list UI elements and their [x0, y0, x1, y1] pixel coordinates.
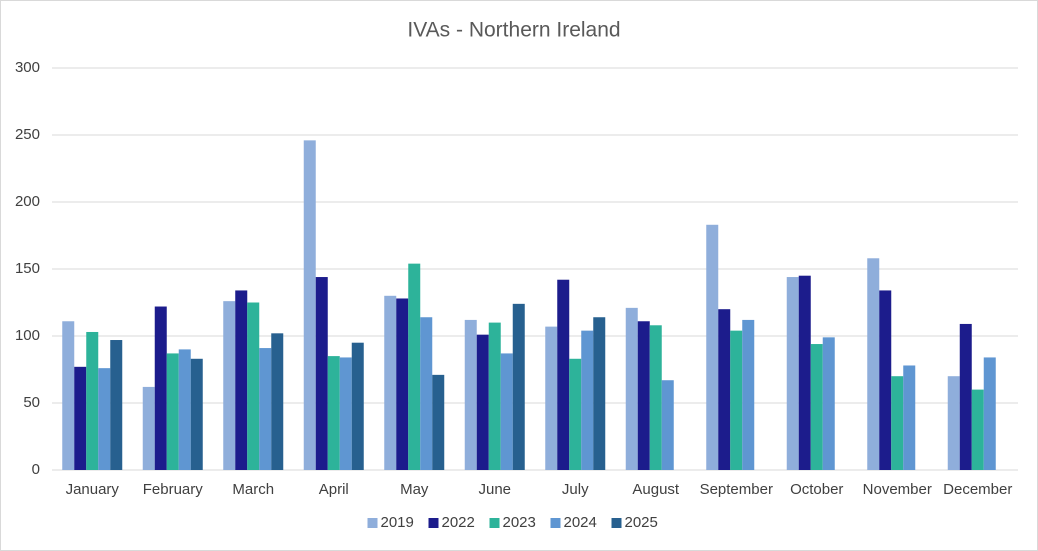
chart-title: IVAs - Northern Ireland: [407, 19, 620, 42]
bar: [178, 349, 191, 470]
bar: [154, 306, 167, 470]
x-tick-label: September: [700, 481, 773, 498]
legend-label: 2024: [564, 514, 597, 531]
bar: [786, 277, 799, 470]
x-tick-label: June: [478, 481, 511, 498]
y-tick-label: 0: [32, 461, 40, 478]
legend-label: 2022: [442, 514, 475, 531]
bar: [235, 290, 248, 470]
x-tick-label: April: [319, 481, 349, 498]
x-tick-label: July: [562, 481, 589, 498]
x-tick-label: December: [943, 481, 1012, 498]
bar: [476, 334, 489, 470]
legend-label: 2023: [503, 514, 536, 531]
bar: [488, 322, 501, 470]
bar: [593, 317, 606, 470]
bar: [464, 319, 477, 470]
bar: [867, 258, 880, 470]
x-tick-label: August: [632, 481, 680, 498]
bar: [706, 224, 719, 470]
legend-swatch: [428, 518, 439, 528]
bar: [798, 275, 811, 470]
bar: [62, 321, 75, 470]
bar: [98, 368, 111, 470]
y-tick-label: 250: [15, 126, 40, 143]
bar: [742, 319, 755, 470]
bar: [351, 342, 364, 470]
bar: [557, 279, 570, 470]
bar: [959, 323, 972, 470]
y-tick-label: 100: [15, 327, 40, 344]
bar: [730, 330, 743, 470]
y-tick-label: 150: [15, 260, 40, 277]
bar: [74, 366, 87, 470]
bar: [315, 277, 328, 470]
bar: [271, 333, 284, 470]
bar: [810, 344, 823, 470]
bar: [625, 307, 638, 470]
x-tick-label: May: [400, 481, 429, 498]
bar: [637, 321, 650, 470]
bar: [500, 353, 513, 470]
x-tick-label: March: [232, 481, 274, 498]
bar: [649, 325, 662, 470]
bar: [223, 301, 236, 470]
bar: [339, 357, 352, 470]
bar: [384, 295, 397, 470]
bar: [903, 365, 916, 470]
bar: [512, 303, 525, 470]
legend-swatch: [550, 518, 561, 528]
bar: [303, 140, 316, 471]
bar: [190, 358, 203, 470]
bar: [947, 376, 960, 470]
x-tick-label: October: [790, 481, 843, 498]
legend-label: 2019: [381, 514, 414, 531]
x-tick-label: November: [863, 481, 932, 498]
bar: [247, 302, 260, 470]
bar: [983, 357, 996, 470]
bar: [891, 376, 904, 470]
legend-swatch: [489, 518, 500, 528]
bar: [569, 358, 582, 470]
y-tick-label: 300: [15, 59, 40, 76]
legend-label: 2025: [625, 514, 658, 531]
bar: [545, 326, 558, 470]
legend-swatch: [611, 518, 622, 528]
bar: [581, 330, 594, 470]
bar: [971, 389, 984, 470]
bar: [110, 340, 123, 470]
bar: [661, 380, 674, 470]
bar: [420, 317, 433, 470]
bar: [718, 309, 731, 470]
y-tick-label: 50: [23, 394, 40, 411]
bar: [86, 331, 99, 470]
x-tick-label: January: [66, 481, 120, 498]
bar: [822, 337, 835, 470]
y-tick-label: 200: [15, 193, 40, 210]
bar: [879, 290, 892, 470]
legend-swatch: [367, 518, 378, 528]
bar: [327, 356, 340, 470]
bar: [396, 298, 409, 470]
bar: [166, 353, 179, 470]
x-tick-label: February: [143, 481, 204, 498]
bar: [408, 263, 421, 470]
bar: [142, 386, 155, 470]
bar: [259, 348, 272, 470]
bar: [432, 374, 445, 470]
